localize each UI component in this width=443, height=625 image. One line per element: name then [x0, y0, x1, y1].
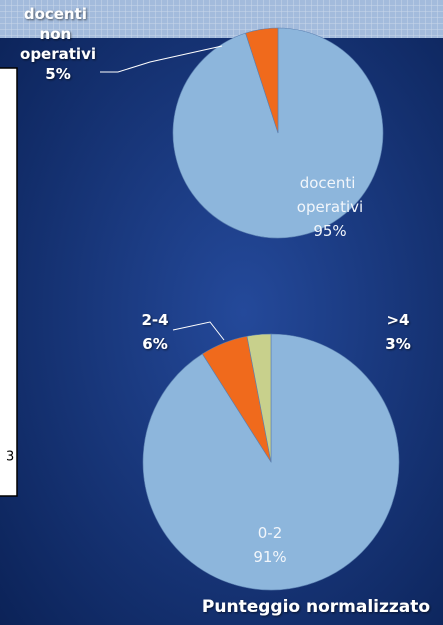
category-label: docenti operativi: [297, 174, 363, 216]
label-line: >4: [386, 311, 409, 329]
label-line: docenti: [24, 5, 87, 23]
label-line: 2-4: [141, 311, 168, 329]
pie-slice: [245, 27, 279, 134]
slice-label: 0-2 91%: [253, 524, 286, 566]
value-label: 5%: [45, 65, 70, 83]
slice-label: docenti operativi 95%: [297, 174, 363, 240]
category-label: 2-4: [141, 311, 168, 329]
pie-slice: [246, 333, 272, 463]
category-label: 0-2: [258, 524, 283, 542]
chart-title: Punteggio normalizzato: [202, 597, 430, 617]
slice-label: docenti non operativi 5%: [20, 5, 96, 83]
label-line: operativi: [20, 45, 96, 63]
top-banner: [0, 0, 443, 38]
label-line: 0-2: [258, 524, 283, 542]
side-box: [0, 67, 18, 497]
leader-line: [100, 45, 223, 73]
value-label: 91%: [253, 548, 286, 566]
slice-label: 2-4 6%: [141, 311, 168, 353]
category-label: >4: [386, 311, 409, 329]
pie-chart: 0-2 91%2-4 6%>4 3%Punteggio normalizzato: [141, 311, 430, 618]
side-box-text: 3: [6, 450, 14, 465]
label-line: docenti: [300, 174, 356, 192]
value-label: 6%: [142, 335, 167, 353]
value-label: 95%: [313, 222, 346, 240]
leader-line: [172, 321, 225, 341]
label-line: operativi: [297, 198, 363, 216]
label-line: non: [40, 25, 72, 43]
pie-chart: docenti operativi 95% docenti non operativ…: [20, 5, 384, 240]
charts: docenti operativi 95% docenti non operativ…: [20, 5, 430, 618]
category-label: docenti non operativi: [20, 5, 96, 63]
slice-label: >4 3%: [385, 311, 410, 353]
value-label: 3%: [385, 335, 410, 353]
